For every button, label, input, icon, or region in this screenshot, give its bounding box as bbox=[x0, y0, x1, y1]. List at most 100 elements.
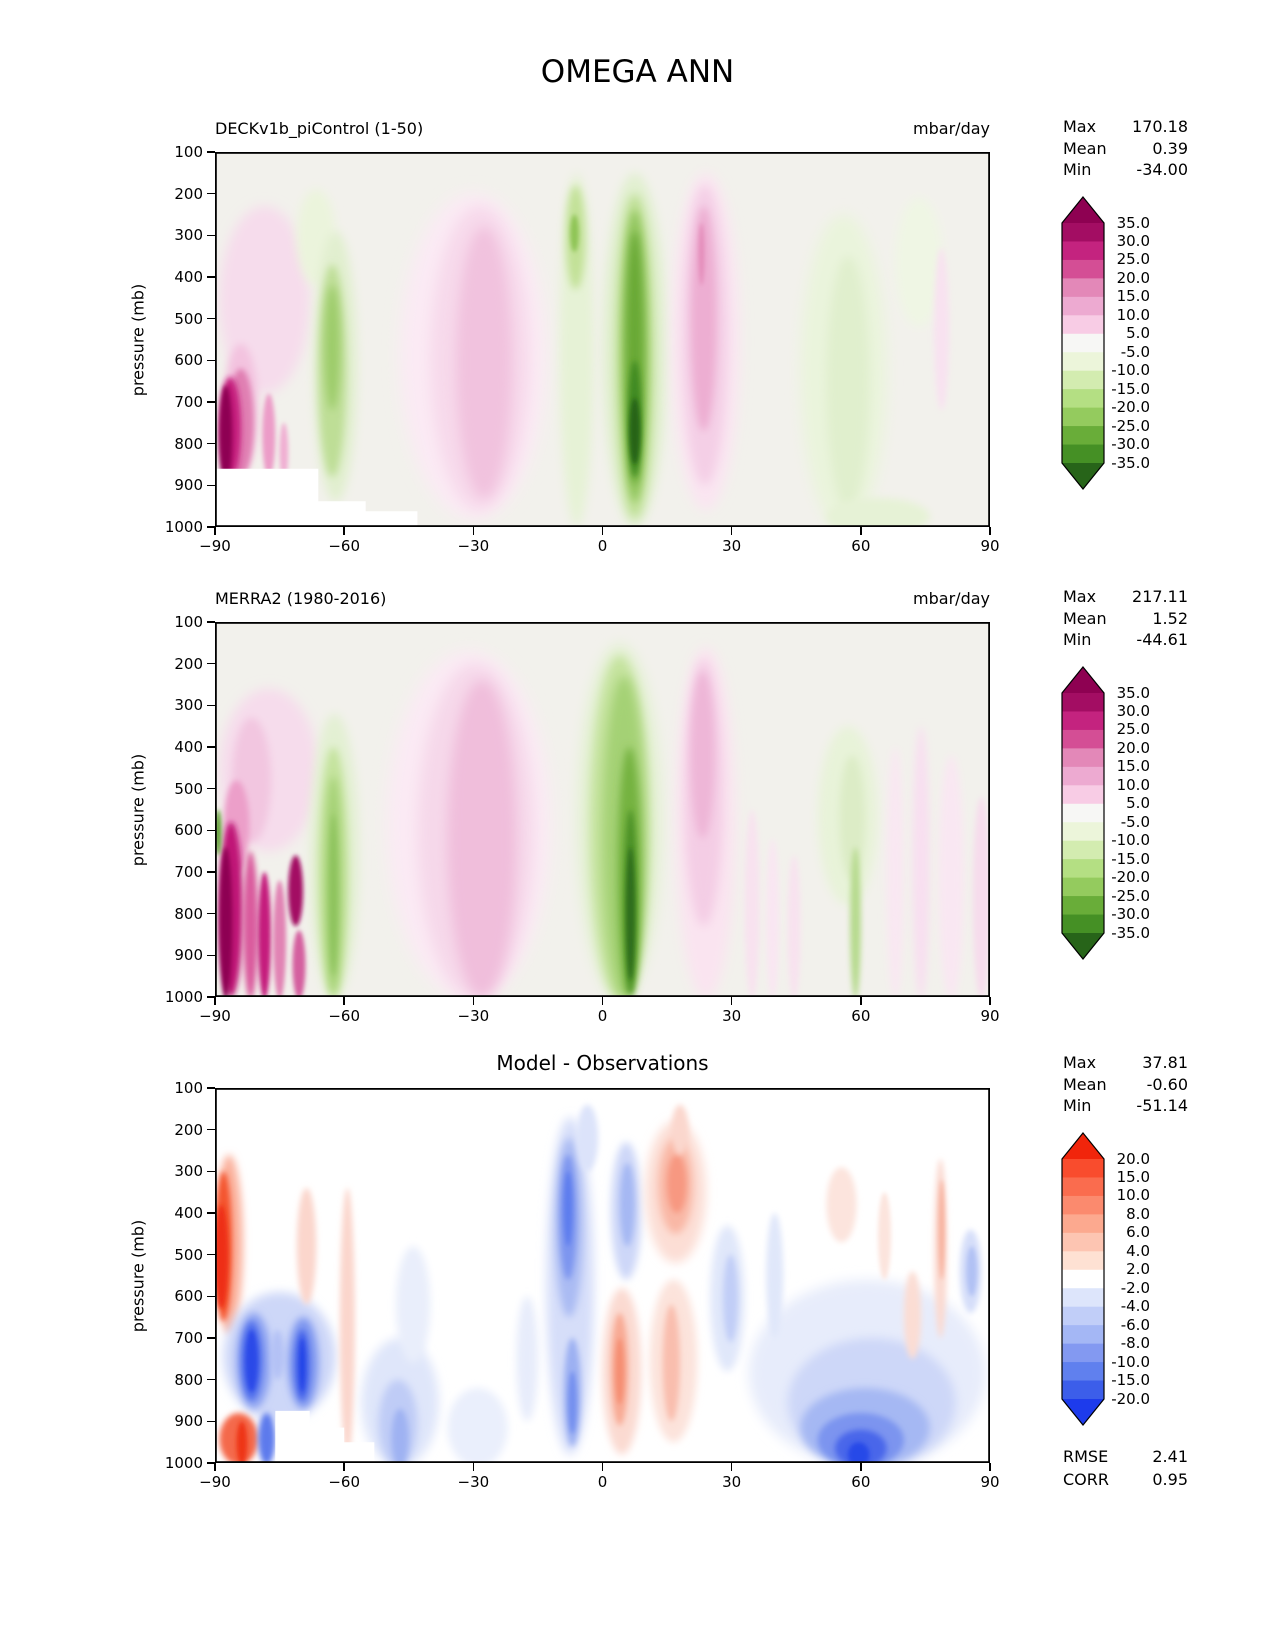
y-tick-mark bbox=[207, 401, 215, 403]
colorbar-tick-label: 35.0 bbox=[1116, 213, 1150, 232]
colorbar-tick-label: 15.0 bbox=[1116, 757, 1150, 776]
y-tick-label: 1000 bbox=[164, 518, 203, 536]
y-tick-mark bbox=[207, 996, 215, 998]
x-tick-mark bbox=[989, 997, 991, 1005]
y-tick-mark bbox=[207, 704, 215, 707]
y-tick-label: 400 bbox=[174, 1204, 203, 1222]
stat-label-min: Min bbox=[1063, 1096, 1092, 1115]
y-tick-label: 600 bbox=[174, 821, 203, 840]
contour-field bbox=[214, 621, 991, 998]
contour-plot-difference bbox=[214, 1087, 991, 1464]
colorbar-tick-label: 30.0 bbox=[1116, 231, 1150, 250]
colorbar-tick-label: 10.0 bbox=[1116, 1186, 1150, 1205]
y-tick-label: 100 bbox=[174, 1079, 203, 1097]
y-tick-mark bbox=[207, 912, 215, 915]
x-tick-label: 60 bbox=[851, 1007, 871, 1025]
y-tick-label: 700 bbox=[174, 1329, 203, 1347]
stat-label-mean: Mean bbox=[1063, 1074, 1107, 1094]
stat-label-max: Max bbox=[1063, 587, 1097, 606]
y-tick-mark bbox=[207, 1170, 215, 1173]
stat-value-mean: -0.60 bbox=[1146, 1074, 1188, 1094]
y-tick-mark bbox=[207, 1253, 215, 1256]
y-tick-label: 900 bbox=[174, 476, 203, 495]
x-tick-mark bbox=[472, 1463, 475, 1471]
y-axis-label: pressure (mb) bbox=[128, 283, 148, 396]
x-tick-mark bbox=[214, 997, 216, 1005]
x-tick-mark bbox=[601, 1463, 604, 1471]
y-tick-label: 600 bbox=[174, 351, 203, 370]
colorbar-tick-label: -10.0 bbox=[1111, 361, 1150, 380]
x-tick-label: −30 bbox=[457, 537, 490, 555]
units-label: mbar/day bbox=[913, 589, 990, 608]
y-tick-label: 500 bbox=[174, 779, 203, 798]
y-tick-label: 800 bbox=[174, 434, 203, 453]
colorbar-tick-label: -10.0 bbox=[1111, 831, 1150, 850]
colorbar-tick-label: 4.0 bbox=[1126, 1241, 1150, 1260]
colorbar-tick-label: -2.0 bbox=[1120, 1278, 1150, 1297]
colorbar-tick-label: -4.0 bbox=[1120, 1297, 1150, 1316]
y-tick-mark bbox=[207, 151, 215, 153]
units-label: mbar/day bbox=[913, 119, 990, 138]
y-tick-mark bbox=[207, 192, 215, 195]
colorbar-tick-label: 5.0 bbox=[1126, 794, 1150, 813]
y-tick-mark bbox=[207, 829, 215, 832]
colorbar-model bbox=[1061, 196, 1105, 490]
y-tick-mark bbox=[207, 484, 215, 487]
stat-value-min: -44.61 bbox=[1136, 630, 1188, 649]
stat-value-min: -34.00 bbox=[1136, 160, 1188, 179]
x-tick-label: 90 bbox=[980, 1007, 1000, 1025]
x-tick-label: 30 bbox=[722, 1007, 742, 1025]
y-tick-label: 300 bbox=[174, 1162, 203, 1181]
colorbar-observation bbox=[1061, 666, 1105, 960]
colorbar-tick-label: 10.0 bbox=[1116, 305, 1150, 324]
x-tick-label: −90 bbox=[199, 537, 231, 555]
stat-label-mean: Mean bbox=[1063, 138, 1107, 158]
colorbar-tick-label: -10.0 bbox=[1111, 1352, 1150, 1371]
panel-title: DECKv1b_piControl (1-50) bbox=[215, 119, 424, 138]
x-tick-mark bbox=[730, 527, 733, 535]
x-tick-label: 0 bbox=[597, 537, 608, 555]
colorbar-tick-label: -15.0 bbox=[1111, 1371, 1150, 1390]
x-tick-mark bbox=[860, 997, 862, 1005]
y-tick-mark bbox=[207, 1337, 215, 1339]
x-tick-mark bbox=[730, 1463, 733, 1471]
colorbar-tick-label: -6.0 bbox=[1120, 1315, 1150, 1334]
colorbar-tick-label: 15.0 bbox=[1116, 1167, 1150, 1186]
y-tick-mark bbox=[207, 1462, 215, 1464]
y-tick-label: 200 bbox=[174, 1120, 203, 1139]
y-tick-label: 300 bbox=[174, 696, 203, 715]
y-tick-mark bbox=[207, 1212, 215, 1214]
contour-field bbox=[214, 1087, 991, 1464]
x-tick-label: 30 bbox=[722, 1473, 742, 1491]
panel-title: Model - Observations bbox=[496, 1051, 709, 1075]
stat-value-mean: 0.39 bbox=[1152, 138, 1188, 158]
y-tick-label: 400 bbox=[174, 268, 203, 286]
y-tick-mark bbox=[207, 1087, 215, 1089]
colorbar-tick-label: 8.0 bbox=[1126, 1204, 1150, 1223]
colorbar-tick-label: 6.0 bbox=[1126, 1223, 1150, 1242]
x-tick-label: −30 bbox=[457, 1473, 490, 1491]
y-tick-label: 600 bbox=[174, 1287, 203, 1306]
colorbar-tick-label: -20.0 bbox=[1111, 868, 1150, 887]
y-tick-label: 500 bbox=[174, 1245, 203, 1264]
stat-label-mean: Mean bbox=[1063, 608, 1107, 628]
colorbar-tick-label: -35.0 bbox=[1111, 923, 1150, 942]
x-tick-label: −60 bbox=[328, 1473, 360, 1491]
colorbar-tick-label: -5.0 bbox=[1120, 342, 1150, 361]
colorbar-tick-label: -15.0 bbox=[1111, 849, 1150, 868]
y-tick-mark bbox=[207, 442, 215, 445]
panel-title: MERRA2 (1980-2016) bbox=[215, 589, 387, 608]
y-tick-label: 100 bbox=[174, 143, 203, 161]
x-tick-label: −90 bbox=[199, 1007, 231, 1025]
x-tick-label: −90 bbox=[199, 1473, 231, 1491]
x-tick-label: −60 bbox=[328, 1007, 360, 1025]
x-tick-label: −30 bbox=[457, 1007, 490, 1025]
x-tick-label: 0 bbox=[597, 1473, 608, 1491]
y-tick-label: 800 bbox=[174, 904, 203, 923]
x-tick-mark bbox=[343, 527, 345, 535]
y-tick-label: 300 bbox=[174, 226, 203, 245]
colorbar-tick-label: -5.0 bbox=[1120, 812, 1150, 831]
stat-value-corr: 0.95 bbox=[1152, 1469, 1188, 1489]
y-tick-label: 900 bbox=[174, 1412, 203, 1431]
